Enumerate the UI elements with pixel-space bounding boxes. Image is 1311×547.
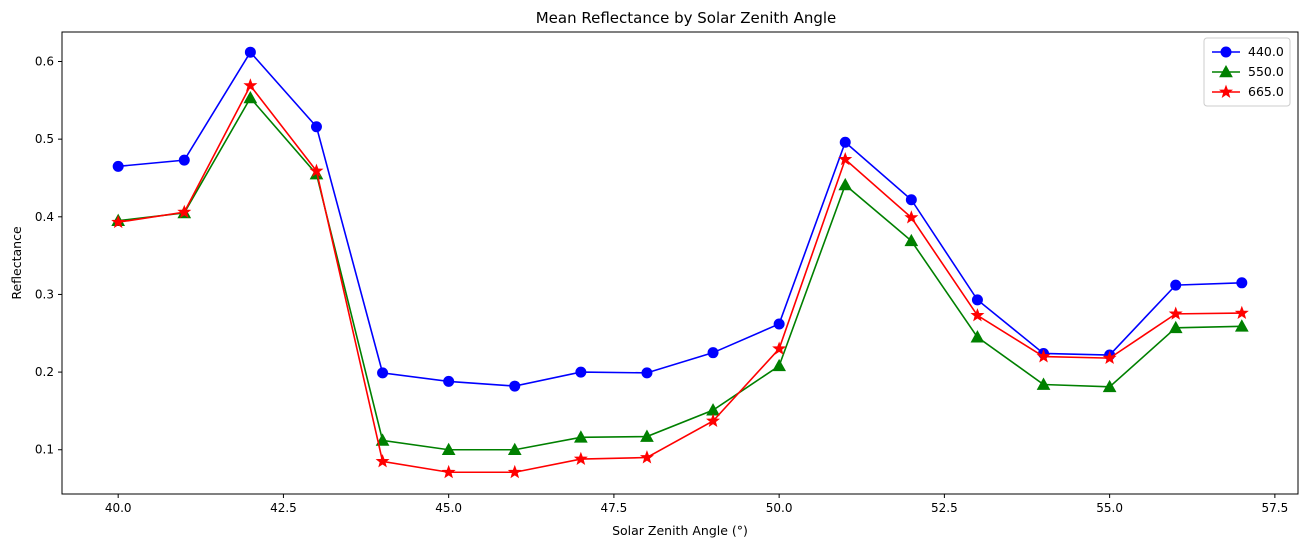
data-point	[375, 454, 390, 468]
series-665.0	[111, 78, 1249, 479]
y-tick-label: 0.3	[35, 287, 54, 301]
series-550.0	[111, 90, 1249, 456]
x-tick-label: 40.0	[105, 501, 132, 515]
legend-item: 665.0	[1212, 84, 1284, 99]
data-point	[772, 358, 786, 372]
y-tick-label: 0.1	[35, 443, 54, 457]
data-point	[772, 341, 787, 355]
data-point	[111, 214, 126, 229]
data-point	[1102, 350, 1117, 365]
data-point	[1170, 279, 1182, 291]
data-point	[904, 210, 919, 224]
data-point	[838, 177, 853, 191]
legend-label: 440.0	[1248, 44, 1284, 59]
data-point	[574, 430, 588, 443]
x-tick-label: 42.5	[270, 501, 297, 515]
chart-title: Mean Reflectance by Solar Zenith Angle	[536, 9, 837, 27]
data-point	[1234, 305, 1249, 320]
data-point	[309, 163, 324, 177]
data-point	[1168, 306, 1183, 320]
x-tick-label: 52.5	[931, 501, 958, 515]
x-tick-label: 50.0	[766, 501, 793, 515]
data-point	[773, 318, 785, 330]
plot-frame	[61, 31, 1299, 495]
data-point	[178, 154, 190, 166]
data-point	[112, 160, 124, 172]
legend-item: 550.0	[1212, 64, 1284, 79]
data-point	[243, 90, 258, 104]
data-point	[970, 330, 985, 343]
series-line	[118, 84, 1242, 474]
data-point	[1036, 349, 1051, 363]
data-point	[377, 367, 389, 379]
data-point	[639, 450, 654, 464]
data-point	[441, 464, 456, 479]
legend-label: 665.0	[1248, 84, 1284, 99]
data-point	[904, 233, 919, 247]
legend-label: 550.0	[1248, 64, 1284, 79]
data-point	[375, 433, 390, 446]
y-tick-label: 0.4	[35, 210, 54, 224]
data-point	[641, 367, 653, 379]
y-axis: 0.1 0.2 0.3 0.4 0.5 0.6	[35, 55, 62, 457]
y-axis-label: Reflectance	[9, 226, 24, 300]
series-line	[118, 96, 1242, 451]
data-point	[1102, 379, 1117, 393]
series-line	[118, 50, 1242, 387]
data-point	[177, 204, 192, 219]
y-tick-label: 0.6	[35, 55, 54, 69]
data-point	[575, 366, 587, 378]
data-point	[507, 464, 522, 479]
data-point	[244, 46, 256, 58]
data-point	[707, 347, 719, 359]
series-440.0	[112, 46, 1248, 392]
x-axis: 40.0 42.5 45.0 47.5 50.0 52.5 55.0 57.5	[105, 494, 1288, 515]
y-tick-label: 0.2	[35, 365, 54, 379]
x-axis-label: Solar Zenith Angle (°)	[612, 523, 748, 538]
data-point	[838, 151, 853, 166]
data-point	[243, 78, 258, 92]
x-tick-label: 57.5	[1262, 501, 1289, 515]
x-tick-label: 47.5	[601, 501, 628, 515]
data-point	[1168, 320, 1183, 334]
data-point	[970, 308, 985, 322]
data-point	[443, 375, 455, 387]
data-point	[507, 442, 522, 456]
data-point	[1236, 277, 1248, 289]
data-point	[839, 136, 851, 148]
x-tick-label: 55.0	[1096, 501, 1123, 515]
legend: 440.0 550.0 665.0	[1203, 37, 1291, 107]
legend-marker	[1219, 64, 1233, 78]
data-point	[441, 442, 456, 456]
legend-item: 440.0	[1212, 44, 1284, 59]
data-point	[509, 380, 521, 392]
x-tick-label: 45.0	[435, 501, 462, 515]
series-layer	[111, 46, 1249, 479]
data-point	[905, 194, 917, 206]
data-point	[706, 403, 720, 416]
data-point	[971, 294, 983, 306]
data-point	[706, 413, 721, 427]
data-point	[1234, 319, 1249, 332]
data-point	[310, 121, 322, 133]
data-point	[573, 451, 588, 465]
data-point	[1036, 377, 1051, 390]
y-tick-label: 0.5	[35, 132, 54, 146]
legend-marker	[1220, 46, 1232, 58]
data-point	[640, 429, 654, 442]
legend-marker	[1219, 84, 1233, 98]
